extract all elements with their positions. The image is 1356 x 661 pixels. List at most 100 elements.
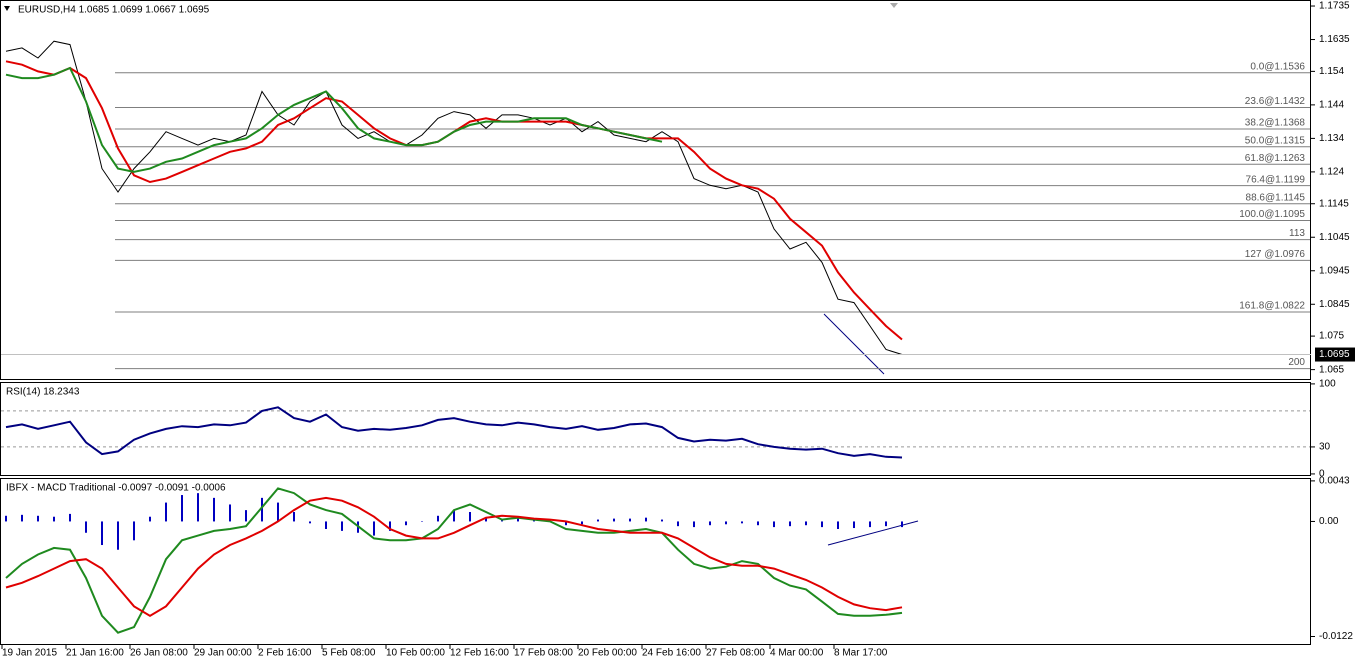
- y-tick-label: 1.065: [1319, 364, 1344, 375]
- x-tick-label: 8 Mar 17:00: [834, 648, 888, 659]
- level-label: 127 @1.0976: [1245, 249, 1306, 260]
- histogram-bar: [629, 518, 631, 522]
- level-label: 50.0@1.1315: [1245, 135, 1306, 146]
- histogram-bar: [165, 502, 167, 522]
- histogram-bar: [837, 521, 839, 529]
- menu-arrow: [4, 6, 10, 11]
- histogram-bar: [37, 515, 39, 522]
- y-tick-label: 30: [1319, 442, 1331, 453]
- level-label: 0.0@1.1536: [1250, 61, 1305, 72]
- level-label: 38.2@1.1368: [1245, 118, 1306, 129]
- rsi-title: RSI(14) 18.2343: [6, 387, 80, 398]
- histogram-bar: [869, 521, 871, 528]
- y-tick-label: -0.0122: [1319, 631, 1353, 642]
- y-tick-label: 1.1045: [1319, 232, 1350, 243]
- histogram-bar: [485, 517, 487, 522]
- x-tick-label: 10 Feb 00:00: [386, 648, 445, 659]
- histogram-bar: [117, 521, 119, 550]
- y-tick-label: 1.1635: [1319, 34, 1350, 45]
- histogram-bar: [661, 519, 663, 522]
- y-tick-label: 0.0043: [1319, 476, 1350, 487]
- histogram-bar: [277, 502, 279, 522]
- x-tick-label: 26 Jan 08:00: [130, 648, 188, 659]
- x-tick-label: 5 Feb 08:00: [322, 648, 376, 659]
- histogram-bar: [101, 521, 103, 546]
- histogram-bar: [773, 521, 775, 528]
- histogram-bar: [133, 521, 135, 541]
- histogram-bar: [805, 521, 807, 526]
- x-tick-label: 12 Feb 16:00: [450, 648, 509, 659]
- x-tick-label: 4 Mar 00:00: [770, 648, 824, 659]
- histogram-bar: [213, 497, 215, 522]
- series-line: [5, 40, 903, 355]
- level-label: 61.8@1.1263: [1245, 153, 1306, 164]
- macd-title: IBFX - MACD Traditional -0.0097 -0.0091 …: [6, 483, 226, 494]
- level-label: 113: [1289, 228, 1305, 239]
- shift-marker: [890, 3, 898, 8]
- level-label: 23.6@1.1432: [1245, 96, 1306, 107]
- y-tick-label: 1.075: [1319, 331, 1344, 342]
- x-tick-label: 20 Feb 00:00: [578, 648, 637, 659]
- last-price-box: [1315, 347, 1355, 362]
- histogram-bar: [437, 515, 439, 522]
- histogram-bar: [517, 517, 519, 522]
- y-tick-label: 0.00: [1319, 516, 1339, 527]
- series-line: [5, 487, 903, 634]
- trendline: [823, 313, 885, 375]
- histogram-bar: [245, 510, 247, 522]
- histogram-bar: [309, 521, 311, 524]
- histogram-bar: [725, 521, 727, 525]
- histogram-bar: [613, 518, 615, 522]
- chart-title: EURUSD,H4 1.0685 1.0699 1.0667 1.0695: [18, 5, 210, 16]
- x-tick-label: 2 Feb 16:00: [258, 648, 312, 659]
- histogram-bar: [645, 517, 647, 522]
- histogram-bar: [677, 521, 679, 527]
- histogram-bar: [389, 521, 391, 531]
- y-tick-label: 1.0845: [1319, 299, 1350, 310]
- histogram-bar: [469, 512, 471, 522]
- histogram-bar: [421, 521, 423, 522]
- series-line: [5, 60, 903, 341]
- histogram-bar: [565, 521, 567, 526]
- x-tick-label: 17 Feb 08:00: [514, 648, 573, 659]
- y-tick-label: 1.144: [1319, 100, 1344, 111]
- histogram-bar: [85, 521, 87, 533]
- histogram-bar: [373, 521, 375, 536]
- price-panel: [0, 0, 1311, 380]
- histogram-bar: [453, 510, 455, 522]
- x-tick-label: 19 Jan 2015: [2, 648, 57, 659]
- histogram-bar: [821, 521, 823, 528]
- histogram-bar: [405, 521, 407, 526]
- histogram-bar: [853, 521, 855, 529]
- histogram-bar: [5, 515, 7, 522]
- trendline: [827, 520, 919, 546]
- histogram-bar: [197, 493, 199, 522]
- y-tick-label: 1.0945: [1319, 265, 1350, 276]
- histogram-bar: [149, 516, 151, 522]
- histogram-bar: [229, 504, 231, 522]
- histogram-bar: [341, 521, 343, 531]
- x-tick-label: 27 Feb 08:00: [706, 648, 765, 659]
- y-tick-label: 1.124: [1319, 167, 1344, 178]
- histogram-bar: [757, 521, 759, 526]
- histogram-bar: [53, 516, 55, 522]
- level-label: 88.6@1.1145: [1246, 192, 1306, 203]
- level-label: 161.8@1.0822: [1239, 301, 1305, 312]
- histogram-bar: [709, 521, 711, 526]
- histogram-bar: [597, 519, 599, 522]
- histogram-bar: [789, 521, 791, 527]
- rsi-panel: [0, 382, 1311, 476]
- y-tick-label: 1.1735: [1319, 1, 1350, 12]
- series-line: [5, 496, 903, 617]
- level-label: 200: [1288, 357, 1305, 368]
- histogram-bar: [181, 495, 183, 522]
- level-label: 76.4@1.1199: [1246, 174, 1306, 185]
- histogram-bar: [741, 521, 743, 524]
- histogram-bar: [69, 513, 71, 522]
- histogram-bar: [293, 512, 295, 522]
- histogram-bar: [21, 514, 23, 522]
- x-tick-label: 21 Jan 16:00: [66, 648, 124, 659]
- level-label: 100.0@1.1095: [1239, 209, 1305, 220]
- histogram-bar: [325, 521, 327, 529]
